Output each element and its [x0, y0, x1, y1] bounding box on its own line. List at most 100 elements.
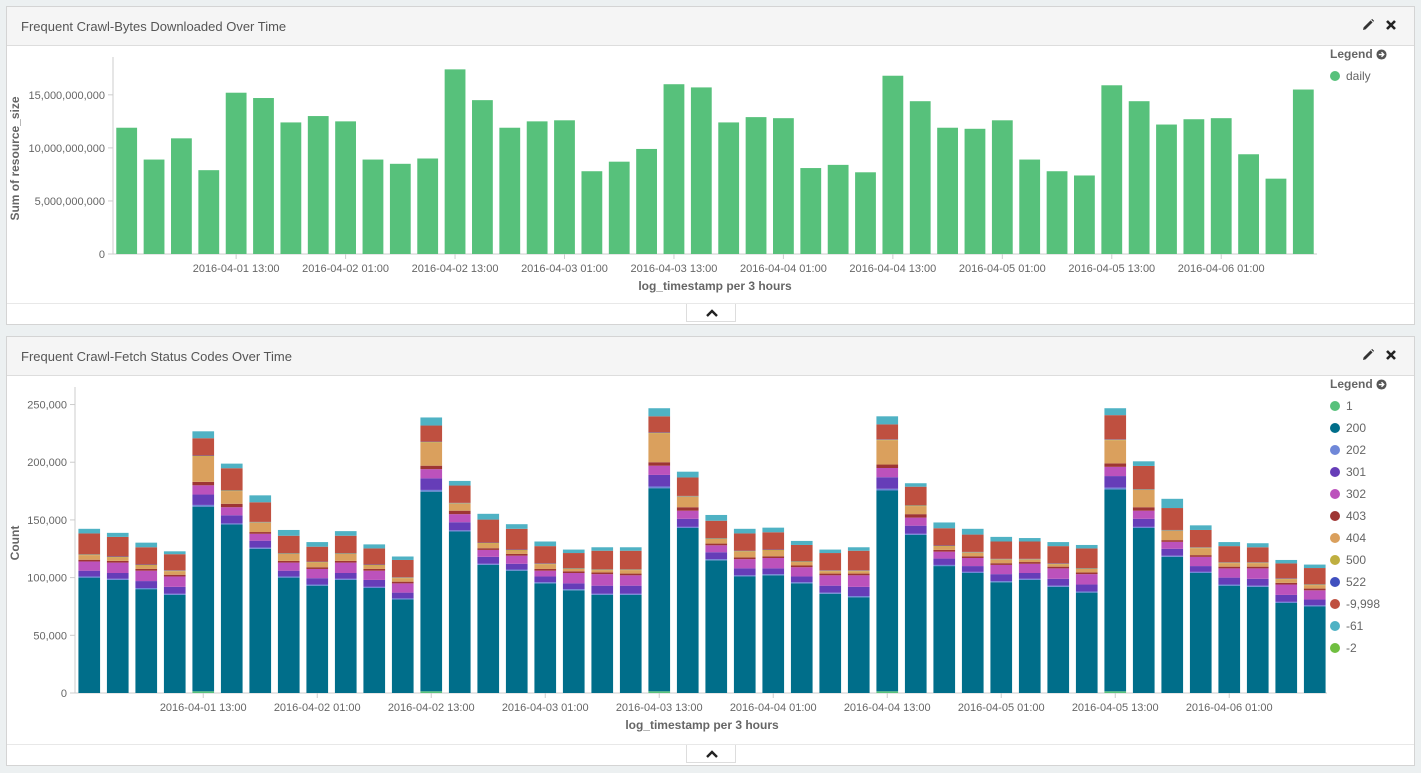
- bar-segment: [847, 596, 870, 598]
- bar-segment: [790, 565, 813, 568]
- legend-label: 301: [1346, 465, 1367, 479]
- bar-segment: [961, 534, 984, 552]
- bar-segment: [534, 582, 557, 584]
- chevron-up-icon: [706, 750, 718, 758]
- legend-swatch: [1330, 643, 1340, 653]
- bar-segment: [1218, 566, 1241, 569]
- bar-segment: [1075, 568, 1098, 573]
- bar-segment: [1018, 578, 1041, 580]
- pencil-icon[interactable]: [1361, 18, 1375, 32]
- legend-swatch: [1330, 423, 1340, 433]
- legend-item[interactable]: 302: [1330, 483, 1408, 505]
- bar-segment: [676, 477, 699, 496]
- bar-segment: [1018, 573, 1041, 579]
- legend-item[interactable]: 522: [1330, 571, 1408, 593]
- bar-segment: [1161, 541, 1184, 549]
- bar-segment: [277, 535, 300, 554]
- bar-segment: [1246, 568, 1269, 579]
- legend-label: daily: [1346, 69, 1371, 83]
- x-tick-label: 2016-04-03 01:00: [502, 702, 589, 714]
- legend-toggle[interactable]: Legend: [1330, 47, 1408, 61]
- bar-segment: [554, 120, 575, 254]
- bar-segment: [1104, 439, 1127, 441]
- legend-item[interactable]: 500: [1330, 549, 1408, 571]
- bar-segment: [562, 568, 585, 569]
- legend-item[interactable]: 200: [1330, 417, 1408, 439]
- bar-segment: [1047, 542, 1070, 547]
- legend-item[interactable]: 202: [1330, 439, 1408, 461]
- bar-segment: [306, 567, 329, 569]
- bar-segment: [249, 547, 272, 549]
- bar-segment: [306, 584, 329, 586]
- bar-segment: [1018, 541, 1041, 559]
- bar-segment: [663, 84, 685, 254]
- bar-segment: [648, 462, 671, 466]
- legend-item[interactable]: 1: [1330, 395, 1408, 417]
- bar-segment: [1074, 175, 1095, 254]
- bar-segment: [106, 560, 129, 563]
- bar-segment: [762, 556, 785, 558]
- bar-segment: [619, 550, 642, 570]
- close-icon[interactable]: [1384, 348, 1398, 362]
- bar-segment: [876, 488, 899, 491]
- bar-segment: [249, 522, 272, 533]
- bar-segment: [1238, 154, 1259, 254]
- legend-item[interactable]: 404: [1330, 527, 1408, 549]
- collapse-button[interactable]: [686, 745, 736, 763]
- bar-segment: [591, 569, 614, 571]
- chart-legend: Legend 1 200 202 301 302 403 404 500 522 -9,998 -6…: [1330, 377, 1408, 659]
- legend-item[interactable]: -61: [1330, 615, 1408, 637]
- legend-list: 1 200 202 301 302 403 404 500 522 -9,998 -61 -2: [1330, 395, 1408, 659]
- bar-segment: [249, 502, 272, 522]
- pencil-icon[interactable]: [1361, 348, 1375, 362]
- bar-segment: [420, 691, 443, 693]
- bar-segment: [106, 573, 129, 579]
- legend-label: 302: [1346, 487, 1367, 501]
- bar-segment: [990, 559, 1013, 564]
- bar-segment: [477, 513, 500, 520]
- collapse-button[interactable]: [686, 304, 736, 322]
- x-tick-label: 2016-04-02 01:00: [302, 263, 389, 275]
- legend-toggle[interactable]: Legend: [1330, 377, 1408, 391]
- bar-segment: [363, 564, 386, 566]
- bar-segment: [1189, 571, 1212, 573]
- bar-segment: [1161, 555, 1184, 557]
- bar-segment: [1303, 568, 1326, 585]
- bar-segment: [1075, 568, 1098, 569]
- bar-segment: [220, 524, 243, 693]
- bar-segment: [249, 495, 272, 503]
- bar-segment: [1218, 546, 1241, 563]
- bar-segment: [648, 474, 671, 487]
- bar-segment: [306, 546, 329, 562]
- bar-segment: [135, 581, 158, 588]
- bar-segment: [505, 553, 528, 556]
- bar-segment: [1047, 563, 1070, 565]
- bar-segment: [106, 578, 129, 580]
- bar-segment: [619, 593, 642, 595]
- legend-item[interactable]: daily: [1330, 65, 1408, 87]
- x-tick-label: 2016-04-05 01:00: [959, 263, 1046, 275]
- bar-segment: [1075, 572, 1098, 575]
- bar-segment: [306, 568, 329, 579]
- bar-segment: [882, 75, 904, 254]
- bar-segment: [619, 585, 642, 594]
- bar-segment: [718, 122, 740, 254]
- legend-item[interactable]: 301: [1330, 461, 1408, 483]
- bar-segment: [1189, 529, 1212, 548]
- bar-segment: [762, 574, 785, 576]
- bar-segment: [477, 556, 500, 564]
- legend-item[interactable]: 403: [1330, 505, 1408, 527]
- bar-segment: [933, 528, 956, 546]
- bar-segment: [192, 438, 215, 456]
- bar-segment: [220, 468, 243, 491]
- bar-segment: [790, 561, 813, 563]
- legend-item[interactable]: -9,998: [1330, 593, 1408, 615]
- bar-segment: [220, 523, 243, 525]
- panel-title: Frequent Crawl-Fetch Status Codes Over T…: [21, 349, 292, 364]
- legend-item[interactable]: -2: [1330, 637, 1408, 659]
- close-icon[interactable]: [1384, 18, 1398, 32]
- bar-segment: [420, 465, 443, 470]
- x-tick-label: 2016-04-03 01:00: [521, 263, 608, 275]
- x-tick-label: 2016-04-05 13:00: [1072, 702, 1159, 714]
- bar-segment: [249, 548, 272, 693]
